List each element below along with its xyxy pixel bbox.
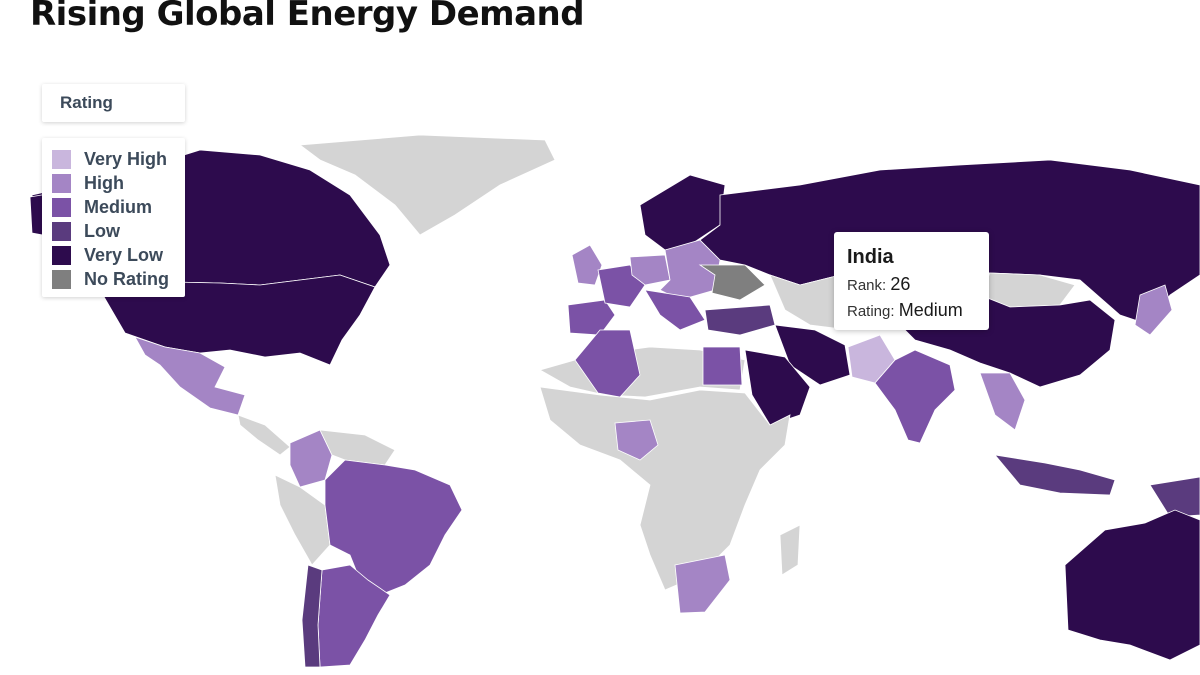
- country-southeast-asia[interactable]: [979, 372, 1026, 431]
- tooltip-rank-value: 26: [890, 274, 911, 294]
- legend-item-high[interactable]: High: [52, 171, 185, 195]
- country-scandinavia[interactable]: [639, 174, 726, 251]
- legend-item-very-low[interactable]: Very Low: [52, 243, 185, 267]
- legend-label: Very High: [84, 148, 168, 169]
- country-greenland[interactable]: [298, 134, 556, 236]
- country-australia[interactable]: [1064, 509, 1200, 661]
- legend-title: Rating: [42, 84, 185, 122]
- legend-swatch: [52, 173, 71, 193]
- legend: Very High High Medium Low Very Low No Ra…: [42, 138, 185, 297]
- country-spain[interactable]: [567, 299, 616, 336]
- country-peru[interactable]: [274, 474, 331, 566]
- tooltip-country-name: India: [847, 246, 894, 268]
- legend-item-no-rating[interactable]: No Rating: [52, 267, 185, 291]
- legend-swatch: [52, 149, 71, 169]
- legend-swatch: [52, 269, 71, 289]
- tooltip-rating-value: Medium: [898, 300, 963, 320]
- legend-label: Medium: [84, 196, 153, 217]
- country-germany[interactable]: [629, 254, 671, 286]
- legend-label: Very Low: [84, 244, 164, 265]
- country-brazil[interactable]: [324, 459, 463, 596]
- country-venezuela[interactable]: [319, 429, 396, 466]
- legend-swatch: [52, 221, 71, 241]
- country-nigeria[interactable]: [614, 419, 659, 461]
- tooltip-rating-row: Rating: Medium: [847, 298, 976, 324]
- country-egypt[interactable]: [702, 346, 743, 386]
- legend-label: High: [84, 172, 124, 193]
- country-italy-balkans[interactable]: [644, 289, 706, 331]
- tooltip-rating-label: Rating:: [847, 303, 899, 320]
- country-chile[interactable]: [301, 564, 323, 668]
- legend-label: Low: [84, 220, 120, 241]
- tooltip-rank-row: Rank: 26: [847, 272, 976, 298]
- country-algeria[interactable]: [574, 329, 641, 398]
- legend-item-medium[interactable]: Medium: [52, 195, 185, 219]
- legend-item-low[interactable]: Low: [52, 219, 185, 243]
- country-japan[interactable]: [1134, 284, 1173, 336]
- country-united-kingdom[interactable]: [571, 244, 603, 286]
- country-mexico[interactable]: [134, 336, 246, 416]
- legend-item-very-high[interactable]: Very High: [52, 147, 185, 171]
- country-madagascar[interactable]: [779, 524, 801, 576]
- legend-label: No Rating: [84, 268, 169, 289]
- country-saudi-arabia[interactable]: [744, 349, 811, 426]
- legend-swatch: [52, 245, 71, 265]
- legend-swatch: [52, 197, 71, 217]
- tooltip-rank-label: Rank:: [847, 277, 891, 294]
- page-title: Rising Global Energy Demand: [30, 0, 585, 34]
- country-central-america[interactable]: [237, 414, 291, 456]
- country-india[interactable]: [874, 349, 956, 444]
- country-africa-central[interactable]: [539, 386, 791, 591]
- country-papua[interactable]: [1149, 476, 1200, 518]
- country-south-africa[interactable]: [674, 554, 731, 614]
- country-turkey[interactable]: [704, 304, 776, 336]
- country-tooltip: India Rank: 26 Rating: Medium: [834, 232, 989, 330]
- country-indonesia[interactable]: [994, 454, 1116, 496]
